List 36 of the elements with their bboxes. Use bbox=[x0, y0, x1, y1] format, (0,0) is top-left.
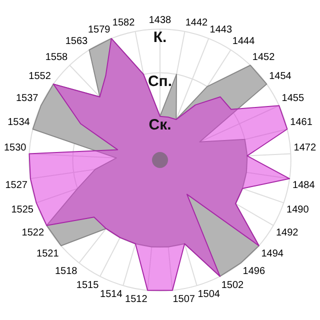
spoke-label: 1438 bbox=[148, 14, 172, 26]
spoke-label: 1558 bbox=[45, 52, 68, 63]
spoke-label: 1525 bbox=[11, 204, 34, 216]
spoke-label: 1504 bbox=[198, 289, 220, 300]
spoke-label: 1552 bbox=[28, 71, 52, 82]
spoke-label: 1442 bbox=[185, 17, 208, 28]
spoke-label: 1522 bbox=[22, 228, 44, 239]
spoke-label: 1454 bbox=[269, 71, 292, 82]
y-tick-label: Сп. bbox=[148, 72, 172, 90]
spoke-label: 1515 bbox=[76, 280, 100, 291]
spoke-label: 1579 bbox=[88, 24, 111, 36]
spoke-label: 1537 bbox=[16, 93, 39, 104]
spoke-label: 1530 bbox=[4, 142, 27, 154]
spoke-label: 1514 bbox=[100, 289, 123, 300]
spoke-label: 1534 bbox=[8, 117, 30, 128]
spoke-label: 1461 bbox=[290, 117, 313, 128]
spoke-label: 1452 bbox=[252, 52, 276, 63]
spoke-label: 1484 bbox=[292, 180, 316, 191]
y-tick-label: Ск. bbox=[148, 116, 172, 134]
spoke-label: 1455 bbox=[282, 93, 304, 104]
spoke-label: 1521 bbox=[36, 248, 60, 260]
spoke-label: 1496 bbox=[242, 266, 266, 278]
spoke-label: 1490 bbox=[286, 204, 310, 216]
spoke-label: 1443 bbox=[210, 24, 232, 36]
spoke-label: 1563 bbox=[65, 36, 88, 48]
y-tick-label: К. bbox=[153, 29, 167, 46]
spoke-label: 1507 bbox=[172, 294, 196, 306]
spoke-label: 1492 bbox=[276, 228, 299, 239]
spoke-label: 1527 bbox=[5, 180, 28, 191]
spoke-label: 1494 bbox=[261, 248, 284, 260]
spoke-label: 1444 bbox=[232, 36, 256, 48]
spoke-label: 1472 bbox=[294, 142, 316, 154]
spoke-label: 1502 bbox=[221, 280, 244, 291]
spoke-label: 1518 bbox=[54, 266, 78, 278]
spoke-label: 1582 bbox=[112, 17, 136, 28]
spoke-label: 1512 bbox=[125, 294, 148, 306]
